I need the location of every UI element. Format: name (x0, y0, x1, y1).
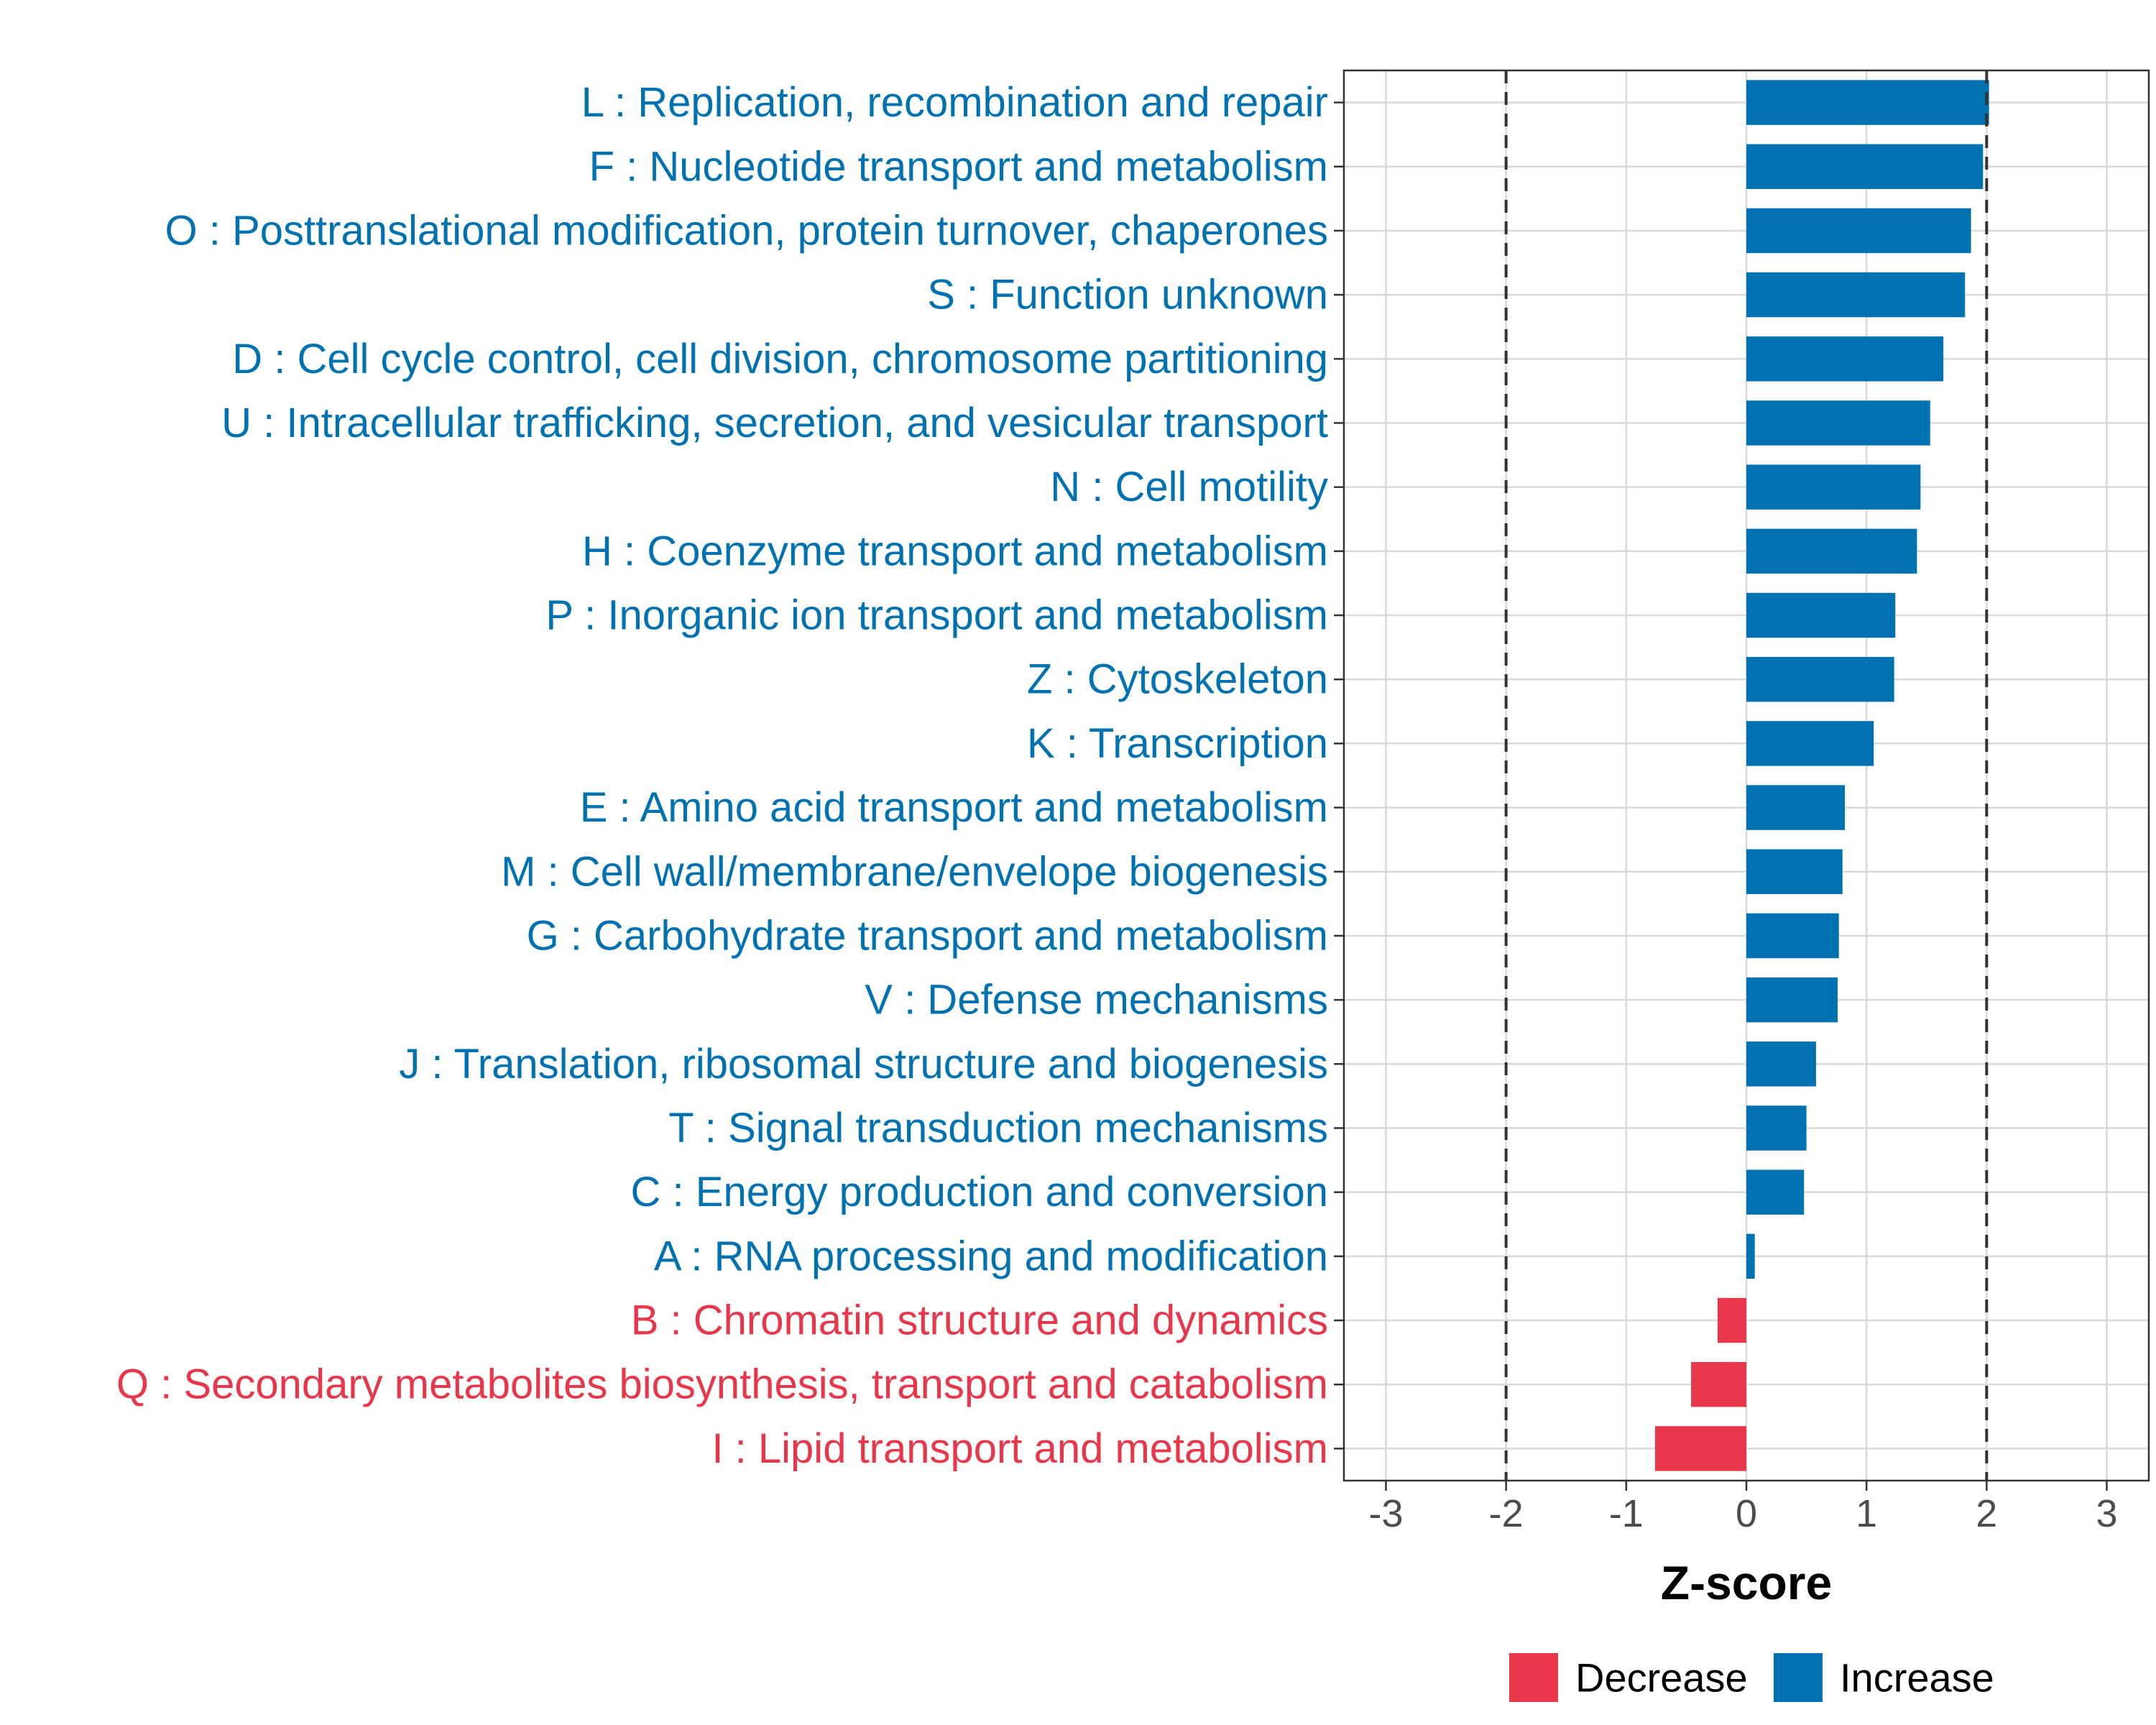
bar (1746, 1105, 1807, 1151)
bar (1746, 849, 1843, 894)
bar (1746, 336, 1944, 382)
x-axis-title: Z-score (1661, 1556, 1832, 1609)
category-label: P : Inorganic ion transport and metaboli… (545, 592, 1328, 639)
bar (1746, 913, 1839, 959)
category-label: Z : Cytoskeleton (1027, 656, 1328, 703)
category-label: S : Function unknown (927, 272, 1328, 318)
bar (1746, 592, 1896, 638)
category-label: N : Cell motility (1050, 464, 1328, 510)
bar (1746, 721, 1874, 766)
x-tick-label: -2 (1489, 1492, 1524, 1535)
category-label: F : Nucleotide transport and metabolism (589, 143, 1328, 190)
category-label: Q : Secondary metabolites biosynthesis, … (116, 1361, 1328, 1408)
category-label: U : Intracellular trafficking, secretion… (221, 400, 1328, 446)
category-label: E : Amino acid transport and metabolism (580, 784, 1328, 831)
category-label: B : Chromatin structure and dynamics (631, 1297, 1328, 1344)
category-label: I : Lipid transport and metabolism (711, 1425, 1328, 1472)
x-tick-label: -3 (1368, 1492, 1403, 1535)
bar (1746, 1169, 1805, 1215)
category-label: A : RNA processing and modification (654, 1233, 1328, 1279)
category-label: V : Defense mechanisms (865, 977, 1328, 1024)
legend-label-decrease: Decrease (1575, 1655, 1748, 1701)
bar (1746, 977, 1838, 1023)
category-label: C : Energy production and conversion (631, 1169, 1328, 1215)
bar (1746, 528, 1917, 574)
bar (1746, 144, 1984, 189)
bar (1746, 208, 1971, 254)
bar (1746, 1041, 1816, 1087)
x-tick-label: 2 (1976, 1492, 1997, 1535)
bar (1746, 464, 1921, 510)
bar (1746, 400, 1930, 446)
category-label: O : Posttranslational modification, prot… (165, 207, 1328, 254)
category-label: K : Transcription (1027, 720, 1328, 767)
legend-label-increase: Increase (1840, 1655, 1994, 1701)
y-axis-ticks (1334, 101, 1344, 1450)
x-axis-ticks: -3 -2 -1 0 1 2 3 (1368, 1481, 2118, 1535)
bar (1746, 785, 1846, 830)
category-label: J : Translation, ribosomal structure and… (399, 1041, 1328, 1087)
legend-swatch-increase (1774, 1653, 1823, 1702)
category-label: H : Coenzyme transport and metabolism (582, 528, 1328, 574)
y-axis-category-labels: L : Replication, recombination and repai… (116, 79, 1328, 1472)
bar (1746, 80, 1989, 125)
reference-lines (1504, 70, 1989, 1481)
bars (1654, 80, 1989, 1471)
category-label: T : Signal transduction mechanisms (668, 1105, 1328, 1151)
x-tick-label: 0 (1736, 1492, 1757, 1535)
bar (1691, 1362, 1746, 1407)
bar (1746, 657, 1894, 702)
category-label: L : Replication, recombination and repai… (581, 79, 1328, 126)
bar (1654, 1426, 1746, 1471)
category-label: M : Cell wall/membrane/envelope biogenes… (501, 848, 1328, 895)
legend: Decrease Increase (1509, 1653, 1994, 1702)
legend-swatch-decrease (1509, 1653, 1558, 1702)
x-tick-label: 3 (2096, 1492, 2117, 1535)
bar (1746, 1233, 1755, 1279)
bar (1746, 272, 1966, 318)
x-tick-label: -1 (1609, 1492, 1644, 1535)
category-label: D : Cell cycle control, cell division, c… (232, 336, 1328, 382)
bar (1717, 1297, 1746, 1343)
x-tick-label: 1 (1856, 1492, 1877, 1535)
category-label: G : Carbohydrate transport and metabolis… (527, 912, 1328, 959)
